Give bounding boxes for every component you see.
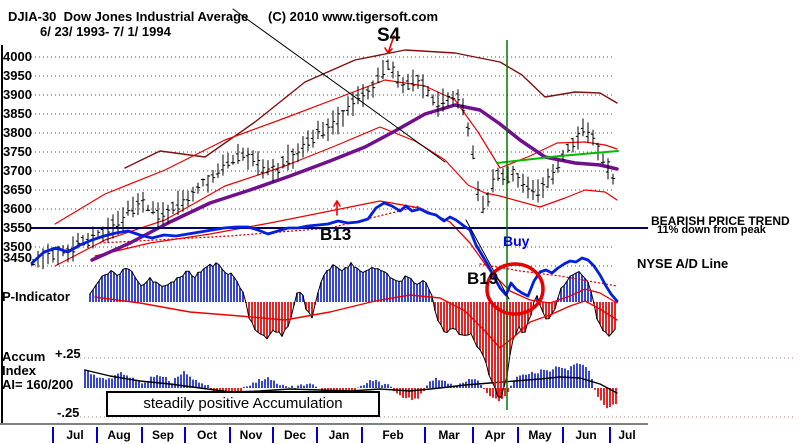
sell-signal-s4-label: S4 xyxy=(377,25,401,46)
month-label: Oct xyxy=(196,428,218,442)
month-label: Dec xyxy=(283,428,307,442)
month-label: Jan xyxy=(328,428,350,442)
ai-value-label: AI= 160/200 xyxy=(2,377,74,392)
chart-title: DJIA-30 Dow Jones Industrial Average xyxy=(8,9,249,24)
copyright-text: (C) 2010 www.tigersoft.com xyxy=(268,9,438,24)
month-label: Sep xyxy=(151,428,175,442)
y-axis-label: 3800 xyxy=(3,125,32,140)
month-label: Mar xyxy=(438,428,460,442)
month-label: Jul xyxy=(66,428,84,442)
month-label: Feb xyxy=(382,428,404,442)
y-axis-label: 4000 xyxy=(3,49,32,64)
accumulation-note-box: steadily positive Accumulation xyxy=(106,391,380,417)
y-axis-label: 3850 xyxy=(3,106,32,121)
month-label: Jul xyxy=(618,428,636,442)
p-indicator-label: P-Indicator xyxy=(2,289,70,304)
buy-signal-b13-label: B13 xyxy=(320,225,352,244)
y-axis-label: 3450 xyxy=(3,250,32,265)
bearish-price-trend-label: BEARISH PRICE TREND xyxy=(651,214,790,228)
month-label: Aug xyxy=(107,428,131,442)
nyse-ad-line-label: NYSE A/D Line xyxy=(637,256,729,271)
y-axis-label: 3500 xyxy=(3,239,32,254)
y-axis-label: 3700 xyxy=(3,163,32,178)
y-axis-label: 3750 xyxy=(3,144,32,159)
accum-label: Accum xyxy=(2,349,46,364)
month-label: Apr xyxy=(484,428,506,442)
y-axis-label: 3950 xyxy=(3,68,32,83)
month-label: Nov xyxy=(239,428,263,442)
minus-quarter-label: -.25 xyxy=(57,405,80,420)
y-axis-label: 3600 xyxy=(3,201,32,216)
y-axis-label: 3550 xyxy=(3,220,32,235)
buy-label: Buy xyxy=(503,233,530,249)
down-from-peak-label: 11% down from peak xyxy=(657,224,766,236)
buy-signal-b19-label: B19 xyxy=(467,269,499,288)
plus-quarter-label: +.25 xyxy=(55,346,81,361)
index-label: Index xyxy=(2,363,36,378)
chart-date-range: 6/ 23/ 1993- 7/ 1/ 1994 xyxy=(40,24,171,39)
month-label: Jun xyxy=(575,428,597,442)
y-axis-label: 3650 xyxy=(3,182,32,197)
y-axis-label: 3900 xyxy=(3,87,32,102)
month-label: May xyxy=(528,428,552,442)
